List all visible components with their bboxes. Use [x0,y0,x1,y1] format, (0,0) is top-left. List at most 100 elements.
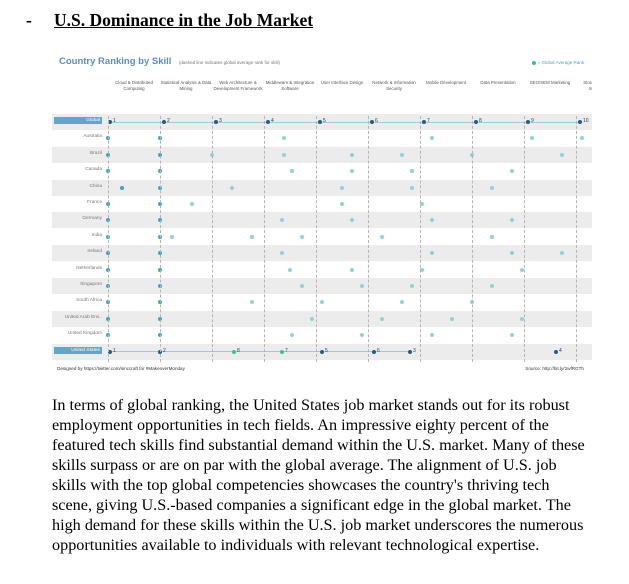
row-label: United Kingdom [67,331,102,337]
rank-marker [290,169,294,174]
rank-marker [430,218,434,223]
rank-label: 10 [583,118,589,124]
rank-marker [410,185,414,190]
average-line [576,116,577,362]
rank-label: 1 [113,118,116,124]
rank-marker [510,218,514,223]
rank-track-line [108,121,582,123]
rank-marker [214,120,218,124]
rank-label: 1 [113,347,116,354]
rank-marker [350,267,354,272]
rank-label: 2 [167,118,170,124]
rank-marker [520,267,524,272]
rank-marker [280,349,284,354]
row-label: France [87,200,102,205]
average-line [264,116,265,362]
rank-marker [430,333,434,338]
table-row: South Africa [52,294,592,310]
row-label: Netherlands [76,265,102,271]
rank-marker [400,152,404,157]
table-row: Germany [52,212,592,229]
average-line [212,116,213,362]
rank-label: 3 [219,118,222,124]
rank-marker [422,120,426,124]
average-line [524,116,525,362]
column-header: Data Presentation [480,80,516,85]
rank-marker [350,169,354,174]
rank-label: 9 [531,118,534,124]
rank-marker [250,234,254,239]
rank-marker [280,251,284,256]
rank-marker [300,234,304,239]
rank-label: 3 [413,347,416,354]
rank-label: 4 [559,347,562,354]
legend-dot-icon [531,60,536,65]
rank-marker [266,120,270,124]
legend-label: = Global Average Rank [537,60,584,65]
row-label: China [89,183,102,189]
rank-marker [490,185,494,190]
rank-marker [554,349,558,354]
figure-source[interactable]: Source: http://bit.ly/2wfRGTh [525,366,584,371]
figure-legend: = Global Average Rank [531,60,584,65]
table-row: Canada [52,163,592,179]
average-line [316,116,317,362]
rank-label: 7 [427,118,430,124]
section-title: U.S. Dominance in the Job Market [54,10,314,30]
average-line [420,116,421,362]
table-row: United Kingdom [52,327,592,343]
rank-marker [350,218,354,223]
rank-marker [162,120,166,124]
rank-marker [474,120,478,124]
rank-marker [310,316,314,321]
row-label: India [91,232,102,238]
rank-marker [108,349,112,354]
figure-credit[interactable]: Designed by https://twitter.com/sinccraf… [57,366,185,371]
rank-marker [410,284,414,288]
rank-marker [450,316,454,321]
average-line [368,116,369,362]
table-row: United States 1 2 8 7 5 6 3 4 [52,343,592,360]
column-header: Statistical Analysis & Data Mining [160,80,212,91]
rank-marker [190,202,194,206]
rank-marker [510,333,514,338]
column-header: Web Architecture & Development Framework [213,80,263,91]
rank-marker [360,284,364,288]
rank-marker [250,300,254,305]
table-row: France [52,196,592,212]
rank-marker [560,152,564,157]
rank-marker [350,152,354,157]
row-label: Australia [83,134,102,140]
column-header: Mobile Development [425,80,467,85]
rank-marker [430,251,434,256]
rank-marker [580,136,584,141]
column-header: Storage Systems & Management [583,80,592,91]
rank-marker [430,136,434,141]
rank-marker [318,120,322,124]
rank-marker [320,300,324,305]
average-line [160,116,161,362]
bullet-dash: - [26,10,32,30]
section-heading: - U.S. Dominance in the Job Market [26,10,313,31]
rank-marker [510,251,514,256]
rank-marker [230,185,234,190]
table-row: Australia [52,130,592,146]
table-row: Brazil [52,146,592,163]
rank-marker [526,120,530,124]
column-header: Cloud & Distributed Computing [115,80,153,91]
rank-marker [380,234,384,239]
rank-label: 6 [377,347,380,354]
rank-marker [232,349,236,354]
rank-marker [282,152,286,157]
country-ranking-figure: Country Ranking by Skill (dashed line in… [52,46,592,372]
table-row: Global 1 2 3 4 5 6 7 8 9 10 [52,114,592,130]
table-row: India [52,229,592,245]
rank-marker [420,202,424,206]
rank-label: 2 [163,347,166,354]
rank-marker [370,120,374,124]
row-label: Ireland [87,249,102,255]
rank-label: 8 [479,118,482,124]
rank-marker [300,284,304,288]
table-row: Ireland [52,245,592,262]
row-label: Germany [82,216,102,222]
